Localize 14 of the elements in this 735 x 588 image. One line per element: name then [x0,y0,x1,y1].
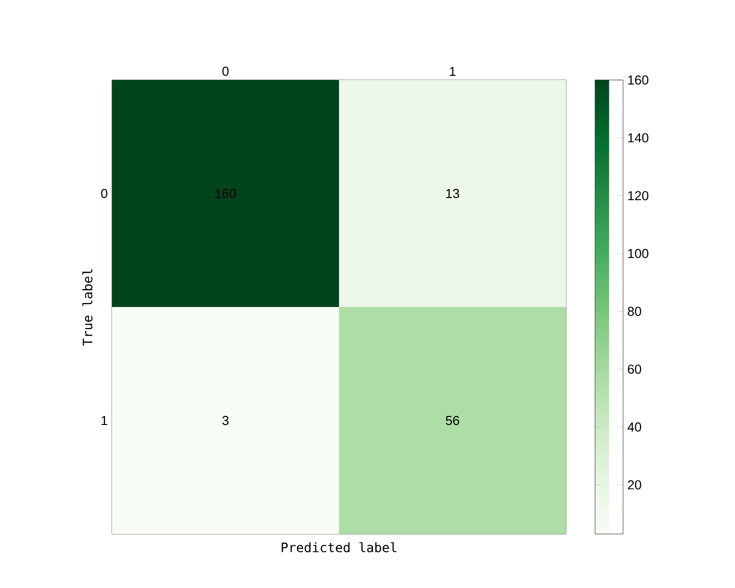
data-label: 13 [446,188,460,198]
color-bar-label: 120 [628,191,648,200]
color-bar-label: 60 [628,364,642,374]
data-label: 3 [222,416,229,426]
color-bar-label: 140 [628,133,648,142]
color-bar-label: 40 [628,422,642,432]
y-axis-title: True label [82,269,92,346]
x-axis-title: Predicted label [282,542,396,552]
data-label: 160 [216,188,236,198]
color-bar-label: 160 [628,75,648,85]
color-bar-label: 100 [628,248,648,258]
color-bar-label: 20 [628,480,642,490]
data-label: 56 [446,416,460,426]
color-bar-label: 80 [628,306,642,316]
